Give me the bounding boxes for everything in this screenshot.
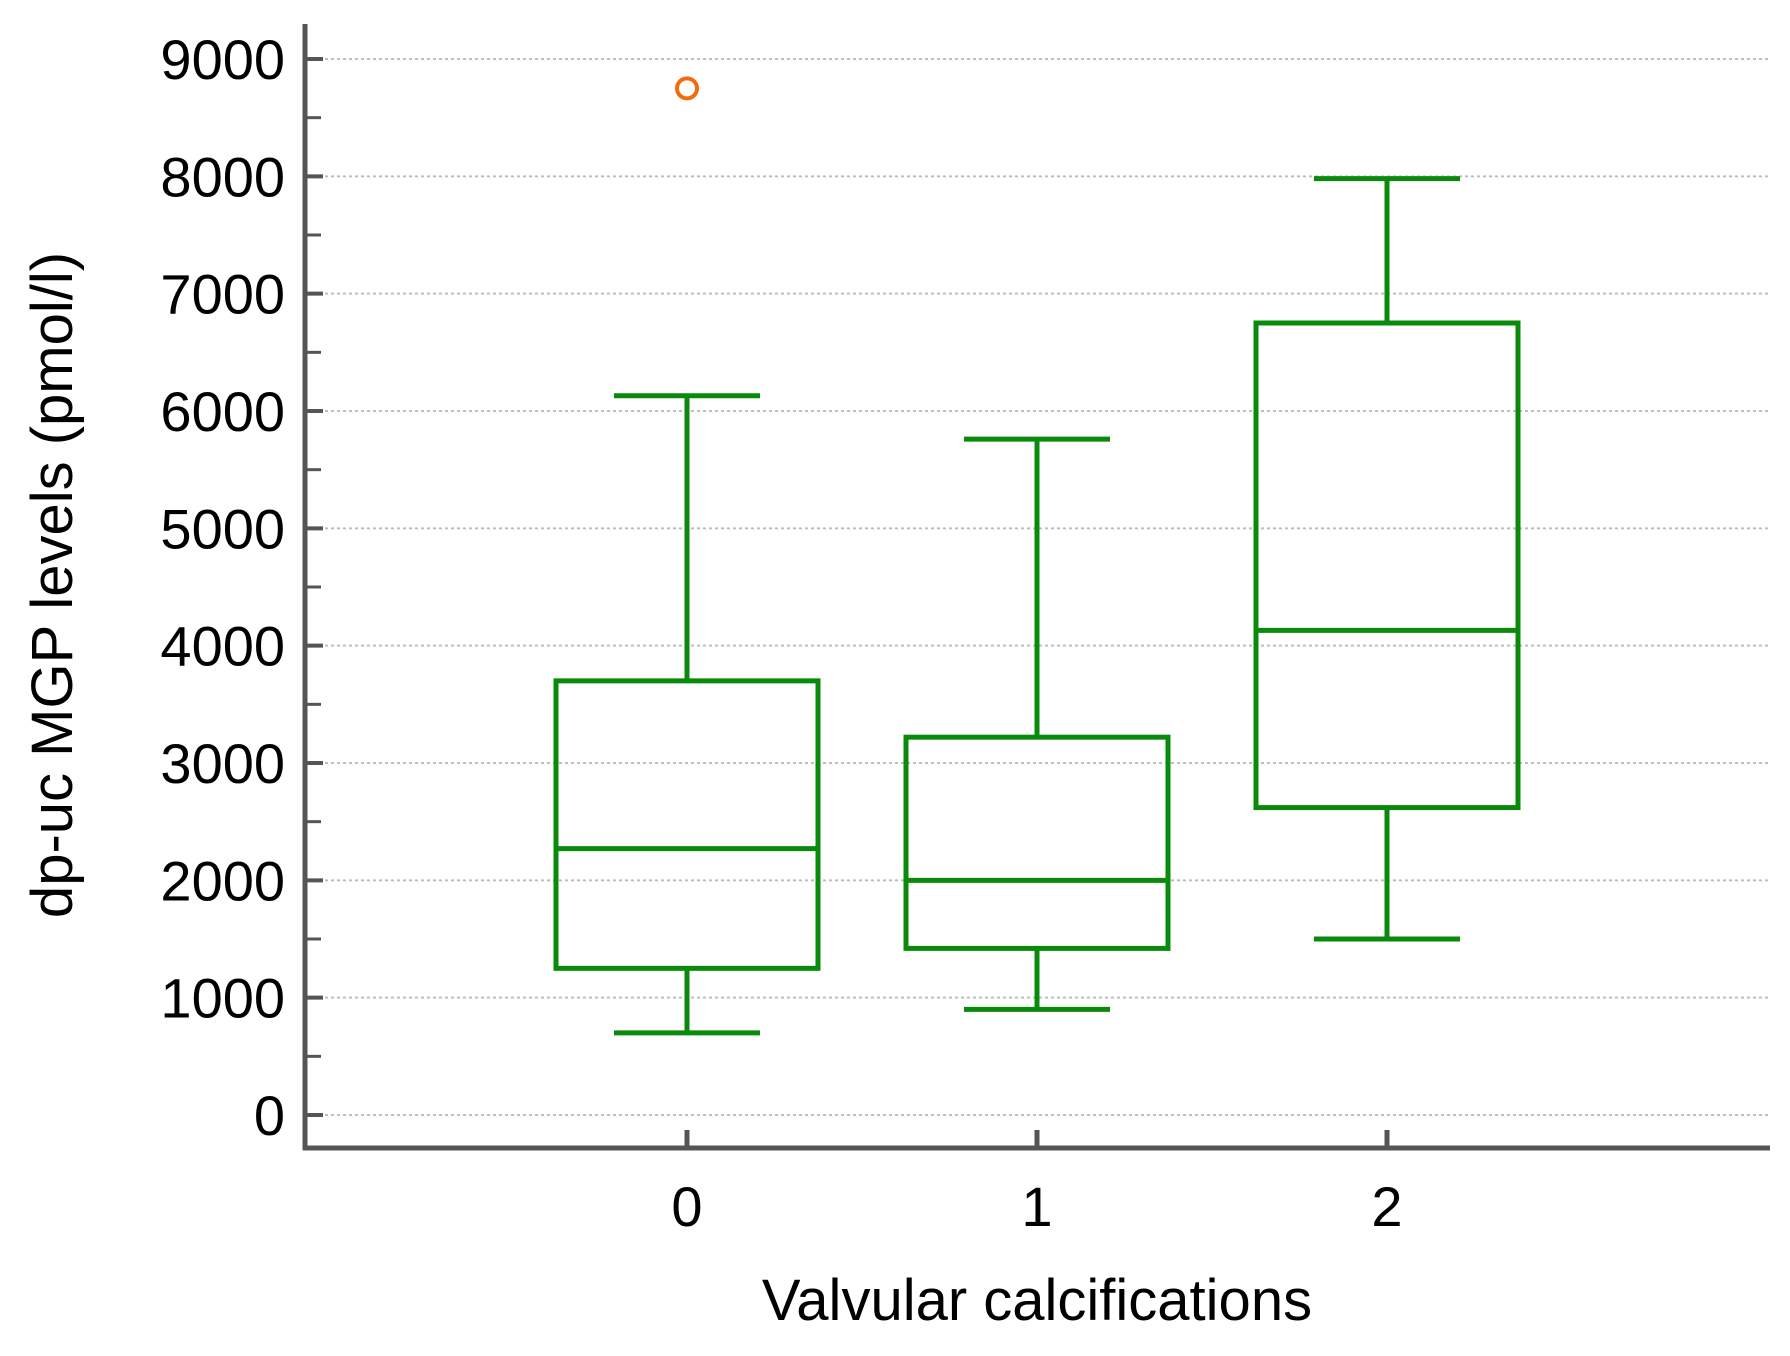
box-group-0: [553, 76, 821, 1036]
x-axis-label: Valvular calcifications: [762, 1268, 1312, 1333]
box-group-1: [903, 436, 1171, 1012]
y-tick-label: 0: [254, 1084, 285, 1147]
gridlines: [325, 58, 1770, 1116]
y-tick-label: 4000: [160, 615, 285, 678]
y-tick-label: 6000: [160, 380, 285, 443]
y-ticks: 0 1000 2000 3000 4000 5000 6000 7000 8000 9000: [160, 28, 323, 1147]
boxes: [553, 76, 1521, 1036]
iqr-box: [903, 734, 1171, 951]
y-tick-label: 3000: [160, 732, 285, 795]
box-group-2: [1253, 176, 1521, 942]
y-tick-label: 5000: [160, 497, 285, 560]
iqr-box: [553, 678, 821, 971]
outlier-point: [675, 76, 699, 101]
x-tick-label: 1: [1021, 1175, 1052, 1238]
y-tick-label: 7000: [160, 263, 285, 326]
y-tick-label: 9000: [160, 28, 285, 91]
x-tick-label: 0: [671, 1175, 702, 1238]
y-tick-label: 2000: [160, 849, 285, 912]
y-tick-label: 1000: [160, 967, 285, 1030]
x-tick-label: 2: [1371, 1175, 1402, 1238]
x-ticks: 0 1 2: [671, 1130, 1403, 1238]
y-tick-label: 8000: [160, 145, 285, 208]
y-axis-label: dp-uc MGP levels (pmol/l): [20, 252, 85, 918]
iqr-box: [1253, 320, 1521, 811]
